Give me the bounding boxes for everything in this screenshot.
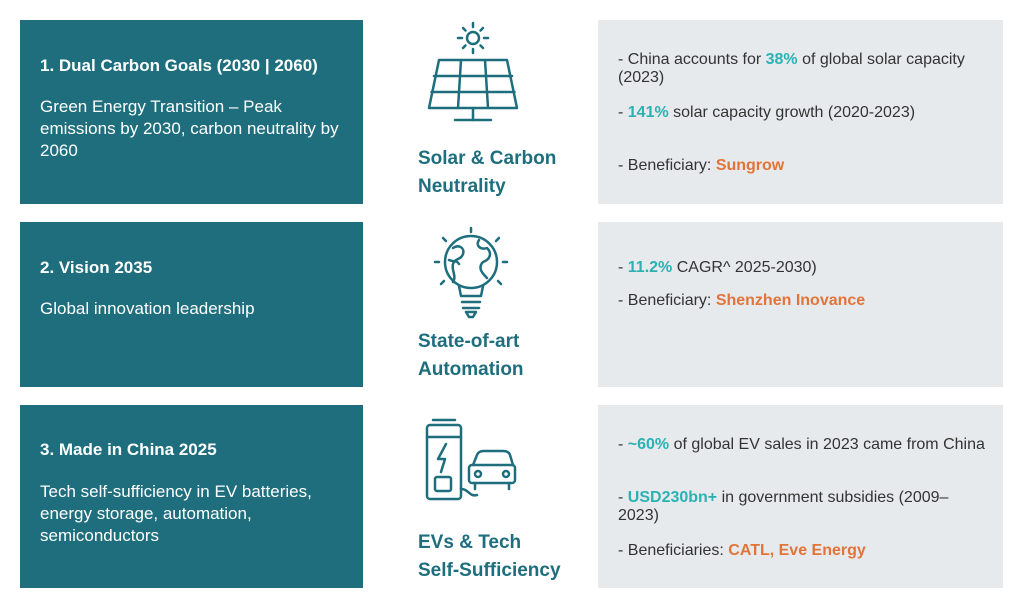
beneficiary-name: Sungrow xyxy=(715,157,785,174)
beneficiary-name: Shenzhen Inovance xyxy=(715,292,866,309)
goal-panel: 1. Dual Carbon Goals (2030 | 2060) Green… xyxy=(20,20,363,204)
stat-point: - USD230bn+ in government subsidies (200… xyxy=(618,489,949,524)
theme-caption: EVs & Tech Self-Sufficiency xyxy=(418,529,561,585)
theme-caption: State-of-art Automation xyxy=(418,328,524,384)
theme-caption-line2: Self-Sufficiency xyxy=(418,560,561,581)
stats-panel: - ~60% of global EV sales in 2023 came f… xyxy=(598,405,1003,588)
theme-caption-line2: Automation xyxy=(418,359,524,380)
goal-description: Green Energy Transition – Peak emissions… xyxy=(40,97,339,160)
stat-point: - 11.2% CAGR^ 2025-2030) xyxy=(618,259,817,276)
goal-panel: 3. Made in China 2025 Tech self-sufficie… xyxy=(20,405,363,588)
stat-point: - ~60% of global EV sales in 2023 came f… xyxy=(618,436,985,453)
row-made-in-china-2025: 3. Made in China 2025 Tech self-sufficie… xyxy=(0,405,1024,588)
stat-highlight: 11.2% xyxy=(627,259,673,276)
goal-heading: 3. Made in China 2025 xyxy=(40,440,217,459)
theme-caption: Solar & Carbon Neutrality xyxy=(418,145,556,201)
row-vision-2035: 2. Vision 2035 Global innovation leaders… xyxy=(0,222,1024,387)
theme-column: State-of-art Automation xyxy=(405,222,595,387)
stat-highlight: 141% xyxy=(627,104,669,121)
goal-panel: 2. Vision 2035 Global innovation leaders… xyxy=(20,222,363,387)
stat-point: - China accounts for 38% of global solar… xyxy=(618,51,965,86)
goal-description: Global innovation leadership xyxy=(40,299,255,318)
theme-column: EVs & Tech Self-Sufficiency xyxy=(405,405,595,588)
theme-caption-line1: EVs & Tech xyxy=(418,532,522,553)
row-dual-carbon-goals: 1. Dual Carbon Goals (2030 | 2060) Green… xyxy=(0,20,1024,204)
stats-panel: - 11.2% CAGR^ 2025-2030) - Beneficiary: … xyxy=(598,222,1003,387)
stat-point: - 141% solar capacity growth (2020-2023) xyxy=(618,104,916,121)
ev-charger-icon xyxy=(413,417,523,512)
theme-column: Solar & Carbon Neutrality xyxy=(405,20,595,204)
stats-panel: - China accounts for 38% of global solar… xyxy=(598,20,1003,204)
beneficiary-point: - Beneficiary: Shenzhen Inovance xyxy=(618,292,866,309)
beneficiary-point: - Beneficiary: Sungrow xyxy=(618,157,785,174)
solar-panel-icon xyxy=(413,20,523,135)
goal-heading: 1. Dual Carbon Goals (2030 | 2060) xyxy=(40,56,318,75)
goal-heading: 2. Vision 2035 xyxy=(40,258,153,277)
stat-highlight: 38% xyxy=(765,51,798,68)
stat-highlight: USD230bn+ xyxy=(627,489,718,506)
beneficiary-name: CATL, Eve Energy xyxy=(728,542,866,559)
theme-caption-line1: Solar & Carbon xyxy=(418,148,557,169)
goal-description: Tech self-sufficiency in EV batteries, e… xyxy=(40,482,312,545)
theme-caption-line1: State-of-art xyxy=(418,331,520,352)
theme-caption-line2: Neutrality xyxy=(418,176,506,197)
beneficiary-point: - Beneficiaries: CATL, Eve Energy xyxy=(618,542,866,559)
globe-lightbulb-icon xyxy=(413,224,523,329)
stat-highlight: ~60% xyxy=(627,436,670,453)
